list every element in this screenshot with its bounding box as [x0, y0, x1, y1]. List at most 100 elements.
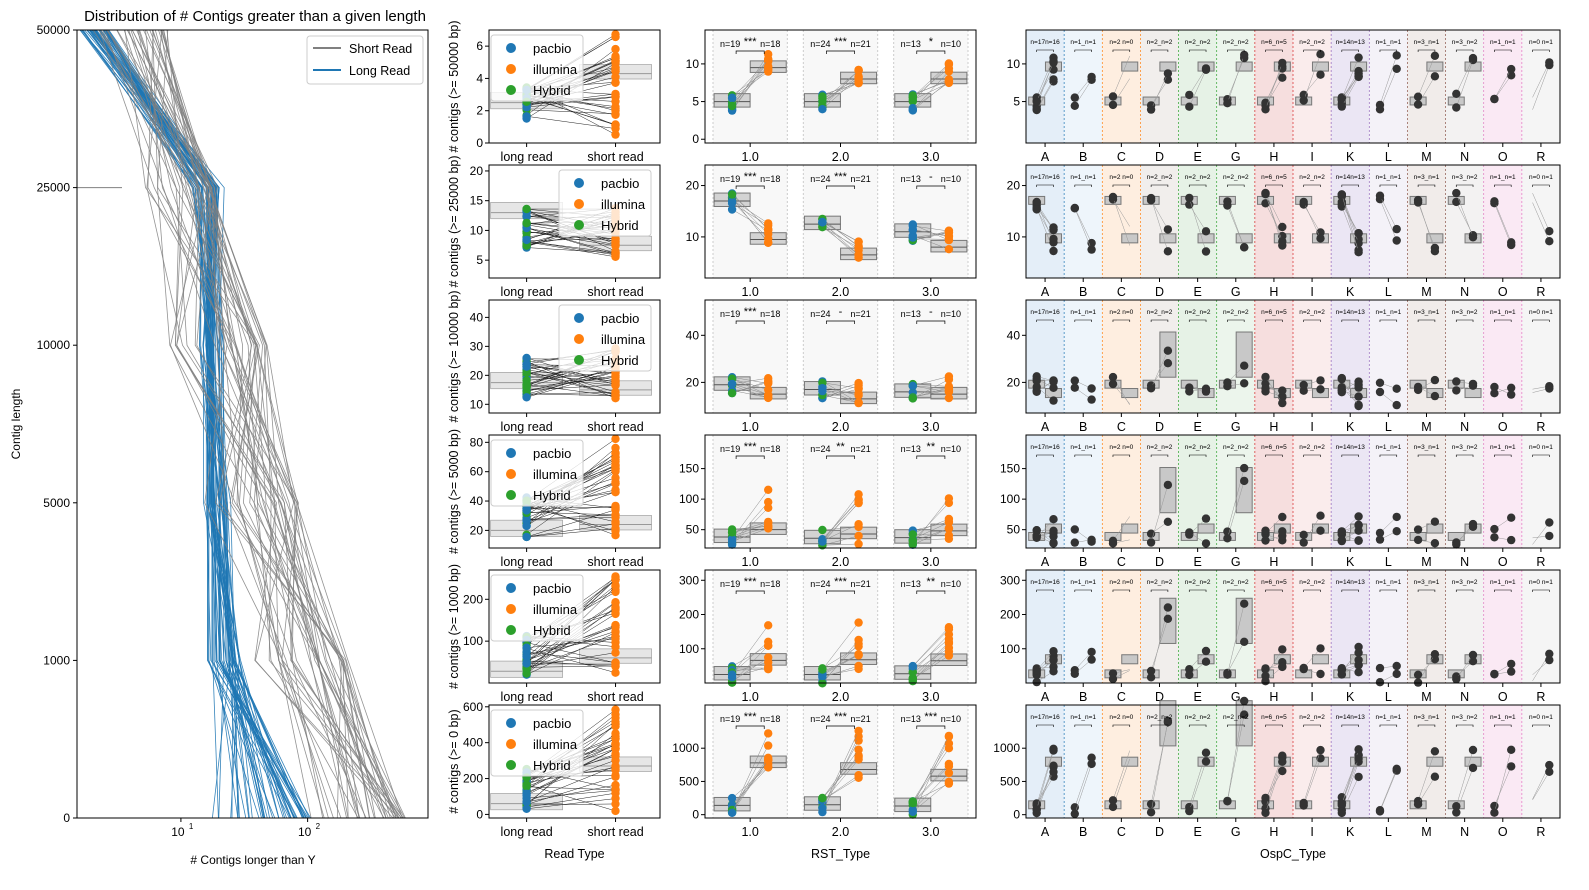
data-point: [1261, 105, 1270, 114]
data-point: [1316, 385, 1325, 394]
pair-line: [526, 96, 616, 108]
pair-line: [1494, 766, 1512, 807]
significance: ***: [744, 306, 758, 318]
category-band: [1331, 165, 1370, 278]
data-point: [1337, 388, 1347, 397]
data-point: [1049, 234, 1058, 244]
category-band: [713, 165, 788, 278]
y-tick-label: 20: [470, 164, 484, 178]
y-tick-label: 10: [1007, 230, 1021, 244]
data-point: [854, 650, 863, 660]
data-point: [1507, 513, 1516, 522]
data-point: [1278, 527, 1287, 536]
significance-bracket: [1455, 589, 1474, 592]
pair-line: [822, 226, 859, 248]
sample-count: n=3_n=1: [1414, 174, 1440, 181]
data-point: [1354, 754, 1363, 763]
y-tick-label: 0: [692, 132, 699, 146]
data-point: [1507, 390, 1516, 399]
legend-label: Hybrid: [533, 83, 571, 98]
pair-line: [732, 376, 769, 384]
pair-line: [526, 502, 616, 536]
significance-bracket: [826, 590, 855, 594]
pair-line: [526, 625, 616, 665]
pair-line: [1112, 199, 1130, 227]
short-read-line: [147, 29, 389, 819]
y-tick-label: 40: [686, 328, 700, 342]
panel-frame: [704, 434, 977, 549]
data-point: [522, 353, 531, 363]
pair-line: [731, 641, 769, 674]
y-tick-label: 100: [463, 634, 483, 648]
sample-count: n=2_n=2: [1299, 579, 1325, 586]
sample-count: n=13: [901, 444, 921, 454]
data-point: [908, 394, 917, 403]
pair-line: [731, 200, 769, 239]
data-point: [1278, 512, 1287, 522]
pair-line: [822, 639, 859, 684]
data-point: [727, 94, 737, 103]
data-point: [1146, 529, 1156, 538]
pair-line: [526, 765, 616, 803]
data-point: [1185, 200, 1194, 209]
ospc-panel: n=17n=16 An=1_n=1 Bn=2 n=0 Cn=2_n=2 Dn=2_n=2…: [1000, 434, 1561, 569]
significance-bracket: [1150, 319, 1169, 322]
y-tick-label: 40: [470, 310, 484, 324]
data-point: [1507, 667, 1516, 676]
sample-count: n=2_n=2: [1223, 39, 1249, 46]
row-ylabel: # contigs (>= 25000 bp): [447, 155, 461, 287]
pair-line: [731, 645, 769, 667]
data-point: [611, 502, 620, 512]
box: [1426, 756, 1444, 767]
sample-count: n=18: [760, 714, 780, 724]
y-tick-label: 0: [476, 136, 483, 150]
significance-bracket: [1036, 454, 1054, 457]
significance-bracket: [1494, 319, 1512, 322]
category-band: [1178, 165, 1217, 278]
data-point: [1278, 386, 1287, 395]
data-point: [764, 641, 773, 650]
readtype-legend: pacbio illumina Hybrid: [490, 439, 584, 507]
pair-line: [822, 535, 859, 546]
x-tick-label: G: [1231, 420, 1241, 434]
sample-count: n=2_n=2: [1223, 309, 1249, 316]
data-point: [944, 517, 954, 527]
data-point: [1354, 248, 1363, 257]
legend-marker: [574, 199, 584, 209]
pair-line: [912, 224, 949, 241]
y-tick-label: 5: [1013, 95, 1020, 109]
legend-label: illumina: [601, 197, 646, 212]
data-point: [611, 526, 620, 536]
data-point: [1299, 538, 1308, 547]
y-tick-label: 50000: [37, 23, 71, 37]
sample-count: n=1_n=1: [1376, 444, 1402, 451]
y-tick-label: 200: [463, 772, 483, 786]
x-tick-label: A: [1041, 420, 1050, 434]
data-point: [1108, 379, 1118, 389]
box: [1311, 654, 1329, 665]
data-point: [908, 673, 917, 682]
x-tick-label: 2.0: [832, 555, 849, 569]
significance-bracket: [1494, 589, 1512, 592]
pair-line: [912, 781, 950, 813]
category-band: [1293, 165, 1332, 278]
data-point: [1049, 526, 1058, 535]
pair-line: [822, 382, 859, 389]
x-tick-label: I: [1310, 285, 1313, 299]
y-tick-label: 1000: [672, 741, 699, 755]
x-tick-label: R: [1536, 690, 1545, 704]
pair-line: [1494, 68, 1512, 100]
data-point: [1049, 75, 1058, 84]
data-point: [1545, 649, 1554, 658]
data-point: [1261, 664, 1270, 673]
data-point: [611, 658, 620, 667]
category-band: [1445, 570, 1484, 683]
pair-line: [1036, 81, 1054, 111]
legend-label: Hybrid: [533, 488, 571, 503]
significance-bracket: [1532, 184, 1550, 187]
data-point: [818, 794, 827, 803]
sample-count: n=21: [850, 714, 870, 724]
significance-bracket: [1188, 319, 1207, 322]
data-point: [1108, 796, 1118, 805]
y-tick-label: 15: [470, 194, 484, 208]
